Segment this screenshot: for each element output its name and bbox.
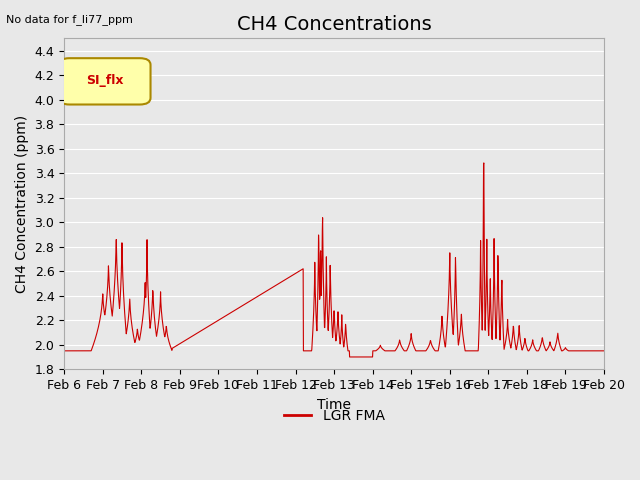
Title: CH4 Concentrations: CH4 Concentrations bbox=[237, 15, 431, 34]
Text: No data for f_li77_ppm: No data for f_li77_ppm bbox=[6, 14, 133, 25]
Y-axis label: CH4 Concentration (ppm): CH4 Concentration (ppm) bbox=[15, 115, 29, 293]
X-axis label: Time: Time bbox=[317, 397, 351, 411]
FancyBboxPatch shape bbox=[59, 58, 150, 105]
Legend: LGR FMA: LGR FMA bbox=[278, 403, 390, 429]
Text: SI_flx: SI_flx bbox=[86, 74, 124, 87]
